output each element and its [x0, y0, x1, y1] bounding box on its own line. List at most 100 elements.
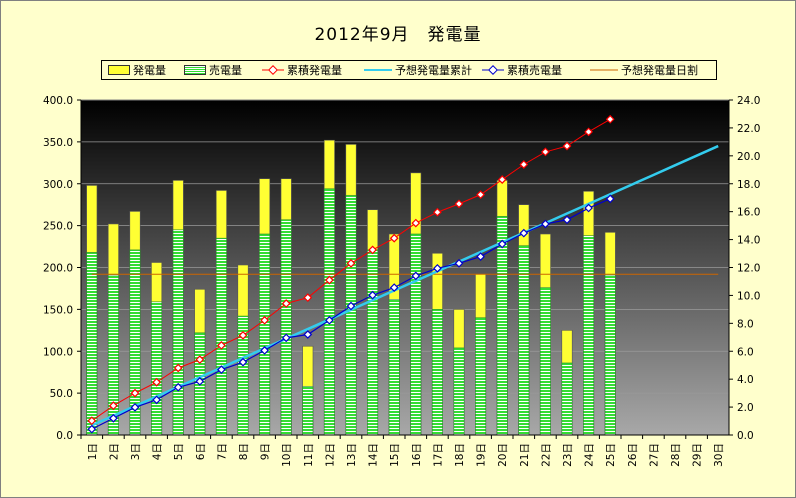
x-tick-label: 27日 [648, 443, 660, 467]
bar-sold [172, 229, 184, 436]
legend-swatch-generation [108, 65, 130, 75]
y-left-tick-label: 0.0 [56, 430, 73, 442]
x-tick-label: 2日 [108, 443, 120, 460]
marker-cumulative-sold [87, 424, 97, 434]
marker-cumulative-sold [476, 252, 485, 261]
marker-cumulative-sold [411, 271, 421, 281]
x-tick-label: 8日 [238, 443, 250, 460]
x-tick-label: 4日 [152, 443, 164, 460]
marker-cumulative-sold [454, 258, 464, 268]
marker-cumulative-generation [519, 160, 529, 169]
bar-sold [410, 233, 422, 436]
bar-sold [475, 317, 487, 436]
marker-cumulative-sold [238, 357, 248, 367]
marker-cumulative-generation [368, 245, 377, 255]
bar-sold [388, 299, 400, 436]
marker-cumulative-sold [217, 365, 226, 375]
marker-cumulative-generation [303, 293, 313, 303]
x-tick-label: 17日 [432, 443, 444, 467]
y-right-tick-label: 8.0 [737, 318, 754, 330]
y-right-tick-label: 18.0 [737, 179, 760, 191]
x-tick-label: 13日 [346, 443, 358, 467]
marker-cumulative-generation [584, 127, 593, 137]
legend-label-cumulative-sold: 累積売電量 [507, 64, 562, 77]
bar-sold [496, 216, 508, 436]
bar-sold [215, 237, 227, 436]
bar-sold [280, 219, 292, 436]
marker-cumulative-sold [368, 290, 377, 300]
legend-item-generation: 発電量 [108, 61, 166, 79]
y-right-tick-label: 16.0 [737, 207, 760, 219]
x-tick-label: 15日 [389, 443, 401, 467]
marker-cumulative-generation [87, 416, 97, 426]
y-right-tick-label: 2.0 [737, 402, 754, 414]
marker-cumulative-generation [217, 341, 226, 350]
y-left-tick-label: 200.0 [43, 263, 73, 275]
marker-cumulative-sold [346, 301, 356, 311]
x-tick-label: 10日 [281, 443, 293, 467]
marker-cumulative-generation [541, 147, 550, 157]
marker-cumulative-generation [109, 401, 118, 411]
marker-cumulative-generation [433, 207, 442, 217]
y-right-tick-label: 14.0 [737, 235, 760, 247]
bar-sold [539, 287, 551, 436]
marker-cumulative-sold [519, 228, 529, 238]
x-tick-label: 26日 [627, 443, 639, 467]
marker-cumulative-generation [281, 299, 291, 308]
legend-item-sold: 売電量 [184, 61, 242, 79]
marker-cumulative-sold [605, 194, 615, 204]
x-tick-label: 22日 [540, 443, 552, 467]
x-tick-label: 5日 [173, 443, 185, 460]
legend-label-forecast-daily: 予想発電量日割 [621, 64, 698, 77]
x-tick-label: 6日 [195, 443, 207, 460]
bar-sold [86, 252, 98, 436]
bar-sold [431, 309, 443, 436]
bar-sold [453, 347, 465, 436]
marker-cumulative-generation [605, 114, 615, 124]
x-tick-label: 20日 [497, 443, 509, 467]
x-tick-label: 14日 [368, 443, 380, 467]
chart-title: 2012年9月 発電量 [314, 25, 482, 45]
y-right-tick-label: 4.0 [737, 374, 754, 386]
marker-cumulative-sold [260, 346, 269, 355]
marker-cumulative-generation [389, 233, 399, 243]
x-tick-label: 3日 [130, 443, 142, 460]
legend-swatch-cumulative-generation [262, 65, 284, 75]
x-tick-label: 30日 [713, 443, 725, 467]
x-tick-label: 1日 [87, 443, 99, 460]
x-tick-label: 11日 [303, 443, 315, 467]
chart-legend: 発電量 売電量 累積発電量 予想発電量累計 累積売電量 予想発電量日割 [101, 60, 717, 80]
bar-sold [323, 188, 335, 436]
x-tick-label: 7日 [216, 443, 228, 460]
legend-item-forecast-daily: 予想発電量日割 [590, 61, 698, 79]
legend-swatch-forecast-cumulative [364, 69, 392, 71]
legend-swatch-cumulative-sold [482, 65, 504, 75]
marker-cumulative-generation [195, 355, 205, 365]
y-left-tick-label: 300.0 [43, 179, 73, 191]
x-tick-label: 16日 [411, 443, 423, 467]
marker-cumulative-generation [260, 315, 269, 325]
legend-swatch-forecast-daily [590, 69, 618, 71]
marker-cumulative-generation [173, 363, 183, 373]
marker-cumulative-generation [476, 190, 485, 200]
marker-cumulative-sold [303, 330, 313, 339]
marker-cumulative-sold [109, 413, 118, 423]
x-tick-label: 21日 [519, 443, 531, 467]
marker-cumulative-generation [346, 258, 356, 268]
x-tick-label: 23日 [562, 443, 574, 467]
y-right-tick-label: 12.0 [737, 263, 760, 275]
marker-cumulative-generation [325, 275, 334, 285]
bar-sold [583, 235, 595, 436]
y-left-tick-label: 350.0 [43, 137, 73, 149]
y-left-tick-label: 400.0 [43, 95, 73, 107]
x-tick-label: 9日 [260, 443, 272, 460]
y-left-tick-label: 150.0 [43, 304, 73, 316]
y-left-tick-label: 250.0 [43, 221, 73, 233]
x-tick-label: 25日 [605, 443, 617, 467]
marker-cumulative-generation [562, 141, 572, 151]
x-tick-label: 19日 [476, 443, 488, 467]
marker-cumulative-sold [541, 219, 550, 229]
bar-sold [604, 274, 616, 436]
legend-item-cumulative-generation: 累積発電量 [262, 61, 342, 79]
